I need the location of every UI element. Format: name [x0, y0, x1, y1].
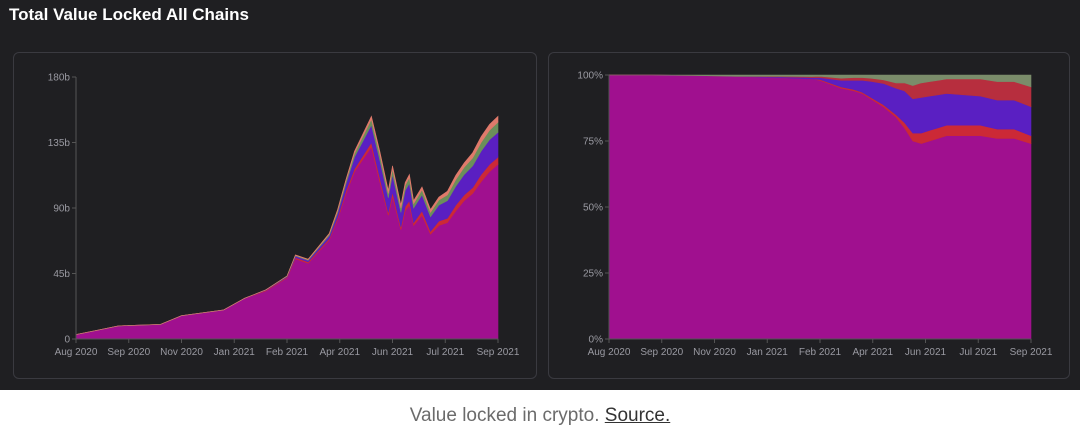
y-tick-label: 90b	[53, 204, 70, 215]
x-tick-label: Jun 2021	[905, 347, 947, 358]
x-tick-label: Feb 2021	[799, 347, 842, 358]
x-tick-label: Jul 2021	[959, 347, 997, 358]
y-tick-label: 0	[64, 335, 70, 346]
y-tick-label: 75%	[583, 137, 603, 148]
tvl-absolute-chart: 0 45b 90b 135b 180b Aug 2020 Sep 2020 Nov 2020 J…	[48, 73, 520, 359]
x-tick-label: Jul 2021	[426, 347, 464, 358]
x-tick-label: Apr 2021	[852, 347, 893, 358]
x-tick-label: Sep 2020	[640, 347, 683, 358]
y-tick-label: 45b	[53, 269, 70, 280]
source-link[interactable]: Source.	[604, 405, 671, 426]
x-tick-label: Aug 2020	[588, 347, 631, 358]
area-series-1	[75, 146, 499, 340]
x-tick-label: Aug 2020	[55, 347, 98, 358]
y-tick-label: 180b	[48, 73, 71, 84]
x-tick-label: Feb 2021	[266, 347, 309, 358]
y-tick-label: 0%	[589, 335, 604, 346]
x-tick-label: Apr 2021	[319, 347, 360, 358]
area-series-5	[609, 74, 1032, 88]
figure-caption: Value locked in crypto. Source.	[0, 405, 1080, 427]
page-title: Total Value Locked All Chains	[9, 5, 249, 24]
x-tick-label: Jan 2021	[747, 347, 789, 358]
y-tick-label: 25%	[583, 269, 603, 280]
x-tick-label: Nov 2020	[693, 347, 736, 358]
tvl-absolute-chart-card: 0 45b 90b 135b 180b Aug 2020 Sep 2020 Nov 2020 J…	[13, 52, 537, 379]
y-tick-label: 50%	[583, 203, 603, 214]
area-series-5	[75, 115, 499, 335]
x-tick-label: Nov 2020	[160, 347, 203, 358]
caption-text: Value locked in crypto.	[409, 405, 600, 426]
dashboard-panel: Total Value Locked All Chains 0 45b 90b 135…	[0, 0, 1080, 390]
x-tick-label: Jun 2021	[372, 347, 414, 358]
x-tick-label: Sep 2020	[107, 347, 150, 358]
x-tick-label: Sep 2021	[1010, 347, 1053, 358]
y-tick-label: 135b	[48, 138, 71, 149]
y-tick-label: 100%	[577, 71, 603, 82]
tvl-dominance-chart-card: 0% 25% 50% 75% 100% Aug 2020 Sep 2020 Nov 2020 J…	[548, 52, 1070, 379]
x-tick-label: Sep 2021	[477, 347, 520, 358]
tvl-dominance-chart: 0% 25% 50% 75% 100% Aug 2020 Sep 2020 Nov 2020 J…	[577, 71, 1053, 359]
x-tick-label: Jan 2021	[214, 347, 256, 358]
